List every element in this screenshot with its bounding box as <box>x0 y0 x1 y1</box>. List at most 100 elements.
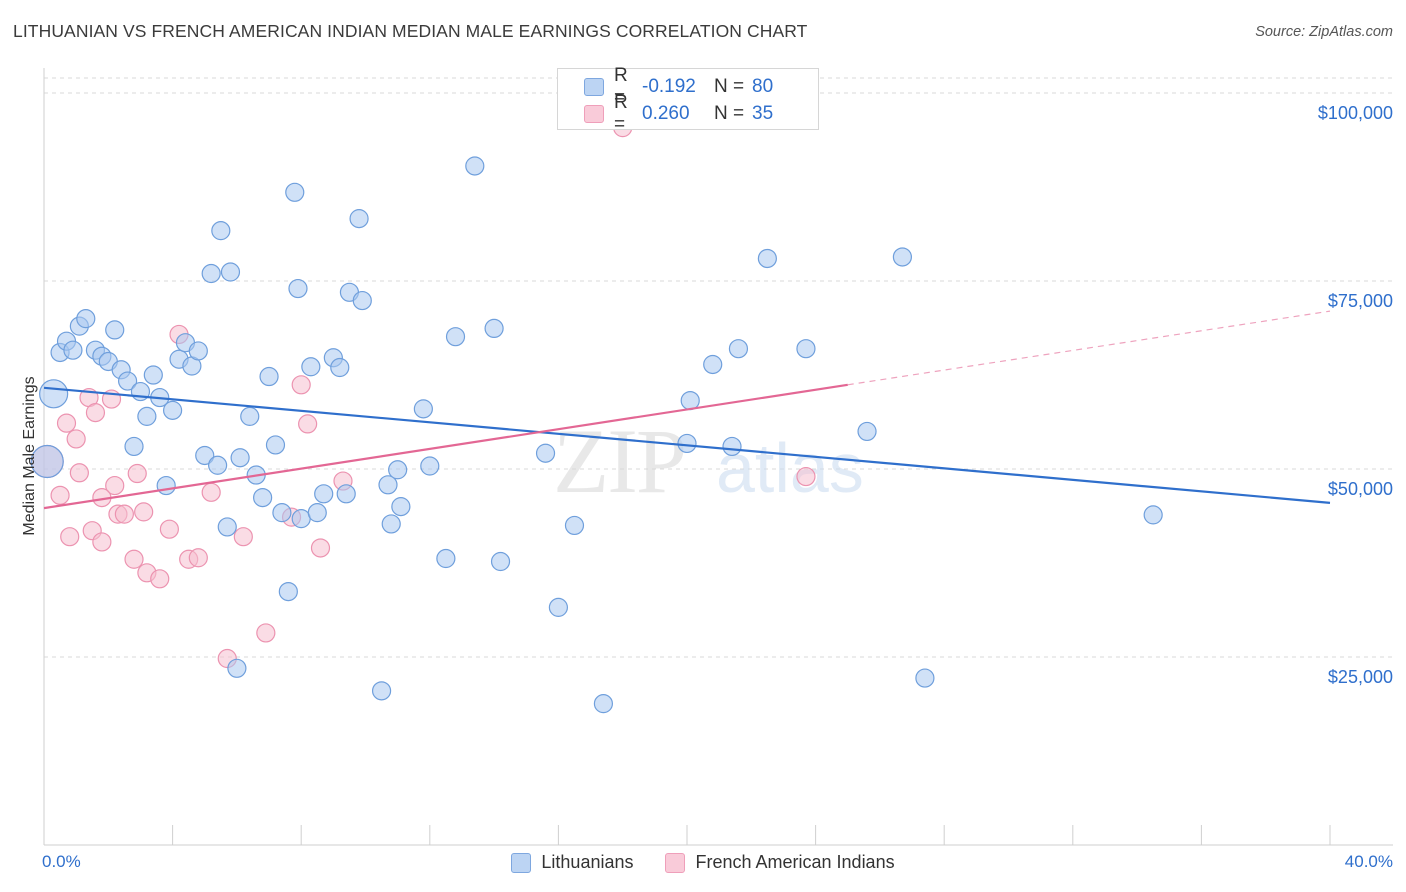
french-american-indian-point <box>796 466 816 487</box>
lithuanian-point <box>371 681 392 701</box>
french-american-indian-point <box>159 519 179 539</box>
french-american-indian-point <box>114 504 134 524</box>
y-tick-label: $50,000 <box>1328 479 1393 499</box>
lithuanian-point <box>420 456 440 476</box>
legend-label-french-american-indians: French American Indians <box>695 852 895 872</box>
lithuanian-point <box>388 460 408 480</box>
lithuanian-point <box>352 290 372 311</box>
watermark-zip: ZIP <box>553 410 685 512</box>
x-axis-max-label: 40.0% <box>1344 852 1393 871</box>
french-american-indian-point <box>56 413 77 433</box>
french-american-indian-point <box>69 463 89 483</box>
lithuanian-point <box>163 400 183 420</box>
french-american-indian-point <box>92 532 112 552</box>
lithuanian-point <box>728 339 749 359</box>
lithuanian-point <box>105 320 125 340</box>
lithuanian-point <box>535 443 556 463</box>
lithuanian-point <box>201 263 221 284</box>
french-american-indian-point <box>310 538 331 558</box>
french-american-indian-point <box>50 485 70 505</box>
lithuanian-point <box>288 278 308 299</box>
lithuanian-point <box>307 503 327 523</box>
series-legend: Lithuanians French American Indians <box>0 852 1406 873</box>
legend-item-french-american-indians[interactable]: French American Indians <box>665 852 895 873</box>
lithuanian-point <box>757 248 777 269</box>
lithuanian-point <box>381 514 401 534</box>
legend-item-lithuanians[interactable]: Lithuanians <box>511 852 633 873</box>
blue-swatch <box>511 852 532 873</box>
lithuanian-point <box>253 487 273 508</box>
y-tick-labels: $25,000 $50,000 $75,000 $100,000 <box>1318 103 1393 687</box>
french-american-indian-point <box>256 623 276 643</box>
lithuanian-point <box>677 433 697 454</box>
blue-swatch <box>584 78 604 96</box>
n-label: N = <box>714 103 745 124</box>
french-american-indian-point <box>291 375 311 395</box>
y-axis-label: Median Male Earnings <box>21 376 38 535</box>
legend-label-lithuanians: Lithuanians <box>541 852 634 872</box>
lithuanian-point <box>391 497 411 517</box>
lithuanian-point <box>892 247 913 267</box>
lithuanian-point <box>259 366 279 387</box>
pink-swatch <box>665 852 686 873</box>
french-american-indian-point <box>150 569 170 589</box>
lithuanian-point <box>230 448 250 468</box>
trend-lines <box>43 310 1331 510</box>
lithuanian-point <box>217 517 237 537</box>
lithuanian-point <box>63 340 83 360</box>
lithuanian-point <box>490 551 511 572</box>
y-tick-label: $75,000 <box>1328 291 1393 311</box>
lithuanian-point <box>1143 505 1163 525</box>
lithuanian-point <box>564 515 585 536</box>
lithuanian-point <box>593 694 614 714</box>
french-american-indian-point <box>66 429 86 449</box>
lithuanian-point <box>156 475 176 496</box>
x-axis-min-label: 0.0% <box>42 852 81 871</box>
r-label: R = <box>614 65 628 108</box>
lithuanian-point <box>208 455 228 475</box>
source-label: Source: ZipAtlas.com <box>1255 24 1393 40</box>
lithuanian-point <box>124 436 144 457</box>
watermark-atlas: atlas <box>716 429 864 507</box>
french-american-indian-point <box>188 548 208 568</box>
french-american-indian-point <box>298 414 318 434</box>
watermark: ZIP atlas <box>553 410 864 512</box>
lithuanian-point <box>301 357 321 377</box>
lithuanian-point <box>915 668 935 688</box>
lithuanian-point <box>378 475 398 495</box>
lithuanian-point <box>703 354 723 375</box>
y-tick-label: $25,000 <box>1328 667 1393 687</box>
lithuanian-point <box>265 435 286 455</box>
lithuanian-point <box>188 341 208 361</box>
lithuanian-point <box>211 221 231 241</box>
lithuanian-point <box>413 399 433 419</box>
french-american-indian-trend-line <box>43 383 848 510</box>
lithuanian-point <box>314 484 334 504</box>
correlation-legend: R = -0.192 N = 80 R = 0.260 N = 35 <box>557 65 819 135</box>
y-tick-label: $100,000 <box>1318 103 1393 123</box>
lithuanian-point <box>272 503 292 523</box>
french-american-indian-point <box>233 527 253 547</box>
lithuanian-point <box>137 406 157 426</box>
french-american-indian-point <box>124 549 144 569</box>
lithuanian-point <box>465 156 485 176</box>
lithuanian-point <box>291 509 311 529</box>
n-value: 80 <box>752 76 774 97</box>
lithuanian-trend-line <box>43 386 1331 504</box>
lithuanian-point <box>143 365 163 385</box>
chart-title: LITHUANIAN VS FRENCH AMERICAN INDIAN MED… <box>13 21 808 41</box>
french-american-indian-trend-extension <box>847 310 1331 386</box>
legend-row-lithuanians: R = -0.192 N = 80 <box>584 65 774 108</box>
lithuanian-point <box>240 406 260 426</box>
legend-row-french-american-indians: R = 0.260 N = 35 <box>584 92 773 135</box>
lithuanian-point <box>220 262 241 282</box>
lithuanian-point <box>195 445 215 466</box>
r-label: R = <box>614 92 628 135</box>
french-american-indian-point <box>134 502 154 522</box>
n-label: N = <box>714 76 745 97</box>
lithuanian-point <box>484 318 504 339</box>
pink-swatch <box>584 105 604 123</box>
lithuanian-point <box>857 421 877 442</box>
french-american-indian-point <box>105 475 125 496</box>
